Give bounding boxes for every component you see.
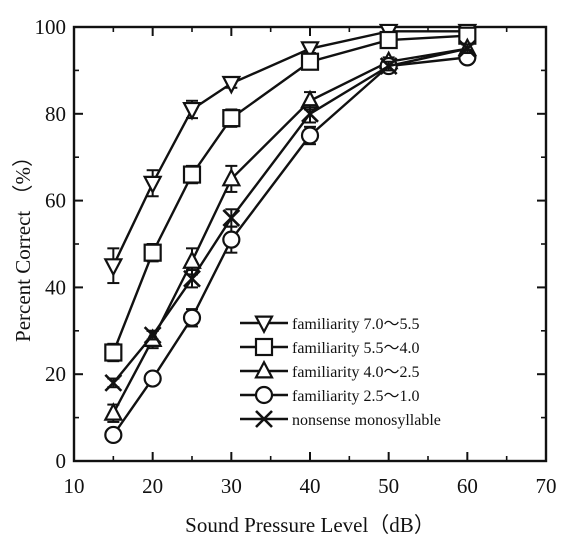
legend-label: familiarity 5.5～4.0 [292,340,420,357]
x-tick-label: 50 [378,474,399,498]
marker-x-stroke [255,410,273,428]
marker-circle [182,308,202,327]
marker-x [301,104,319,123]
marker-square [104,343,123,362]
y-axis: 0 20 40 60 80 100 [35,15,546,473]
marker-x-stroke [458,39,477,58]
marker-circle [222,230,241,249]
series-layer [103,23,478,445]
marker-triangle-up [221,167,242,187]
x-axis: 10 20 30 40 50 60 70 [64,27,557,498]
marker-x [222,209,241,227]
marker-x-stroke [222,209,241,227]
marker-square [254,337,274,357]
series-line [112,34,468,353]
marker-circle [254,385,274,405]
marker-x-stroke [143,326,162,345]
marker-triangle-down [254,315,274,335]
marker-triangle-up [182,250,202,269]
x-tick-label: 60 [457,474,478,498]
marker-triangle-down [142,175,163,195]
series-x [104,39,477,392]
legend-item: familiarity 5.5～4.0 [240,337,420,357]
legend-item: familiarity 2.5～1.0 [240,385,420,405]
legend: familiarity 7.0～5.5 familiarity 5.5～4.0 fa… [240,315,441,429]
legend-item: familiarity 4.0～2.5 [240,359,420,381]
x-tick-label: 30 [221,474,242,498]
marker-x-stroke [379,57,398,75]
series-square [104,26,477,363]
marker-triangle-down [182,101,202,121]
y-tick-label: 80 [45,102,66,126]
series-line [112,30,468,267]
marker-x [183,269,201,288]
x-tick-label: 40 [300,474,321,498]
x-tick-label: 10 [64,474,85,498]
marker-square [379,30,398,50]
marker-circle [104,425,123,445]
marker-x [458,39,477,58]
y-tick-label: 20 [45,362,66,386]
marker-square [143,243,162,262]
marker-square [300,52,320,71]
marker-triangle-down [103,258,124,277]
marker-square [182,165,202,184]
x-axis-title: Sound Pressure Level（dB） [185,513,435,537]
legend-label: familiarity 7.0～5.5 [292,316,420,333]
y-tick-label: 0 [56,449,67,473]
marker-x [104,373,123,392]
marker-triangle-up [254,359,274,379]
marker-x [379,57,398,75]
legend-label: familiarity 4.0～2.5 [292,364,420,381]
marker-square [222,109,241,128]
legend-label: familiarity 2.5～1.0 [292,388,420,405]
legend-item: familiarity 7.0～5.5 [240,315,420,335]
marker-triangle-up [103,402,124,421]
y-tick-label: 40 [45,275,66,299]
legend-label: nonsense monosyllable [292,412,441,429]
marker-triangle-down [221,75,242,95]
marker-circle [143,369,162,388]
marker-x-stroke [301,104,319,123]
marker-x-stroke [104,373,123,392]
legend-item: nonsense monosyllable [240,410,441,429]
marker-x-stroke [183,269,201,288]
marker-x [255,410,273,428]
y-axis-title: Percent Correct （%） [11,146,35,342]
marker-triangle-down [300,41,320,60]
y-tick-label: 60 [45,189,66,213]
marker-circle [300,126,320,145]
marker-x [143,326,162,345]
y-tick-label: 100 [35,15,67,39]
x-tick-label: 70 [536,474,557,498]
x-tick-label: 20 [142,474,163,498]
